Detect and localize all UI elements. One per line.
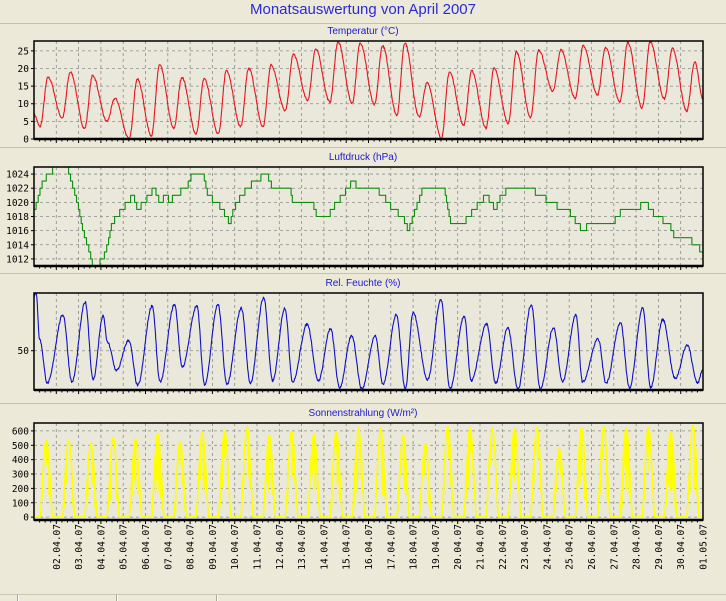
x-tick-label: 17.04.07 (386, 524, 397, 570)
x-tick-label: 15.04.07 (342, 524, 353, 570)
temperature-y-tick-label: 25 (18, 46, 29, 57)
x-tick-label: 04.04.07 (96, 524, 107, 570)
status-separator (116, 595, 118, 601)
humidity-panel-title: Rel. Feuchte (%) (325, 278, 400, 289)
x-tick-label: 06.04.07 (141, 524, 152, 570)
pressure-y-tick-label: 1022 (6, 184, 29, 195)
x-tick-label: 18.04.07 (409, 524, 420, 570)
x-tick-label: 02.04.07 (52, 524, 63, 570)
x-tick-label: 21.04.07 (476, 524, 487, 570)
x-tick-label: 16.04.07 (364, 524, 375, 570)
x-tick-label: 10.04.07 (230, 524, 241, 570)
radiation-y-tick-label: 100 (12, 498, 29, 509)
radiation-y-tick-label: 200 (12, 484, 29, 495)
humidity-y-tick-label: 50 (18, 346, 30, 357)
pressure-series-line (33, 166, 704, 267)
humidity-panel: Rel. Feuchte (%) 50 (0, 273, 726, 394)
x-tick-label: 07.04.07 (163, 524, 174, 570)
temperature-panel-title: Temperatur (°C) (327, 26, 398, 37)
x-tick-label: 12.04.07 (275, 524, 286, 570)
temperature-y-tick-label: 10 (18, 99, 30, 110)
temperature-y-tick-label: 20 (18, 64, 30, 75)
x-tick-label: 01.05.07 (699, 524, 710, 570)
pressure-y-tick-label: 1018 (6, 212, 29, 223)
pressure-y-tick-label: 1020 (6, 198, 29, 209)
temperature-panel: Temperatur (°C) 0 5 10 15 20 25 (18, 26, 704, 146)
pressure-y-tick-label: 1016 (6, 226, 29, 237)
x-tick-label: 30.04.07 (676, 524, 687, 570)
temperature-y-tick-label: 15 (18, 82, 29, 93)
radiation-panel-title: Sonnenstrahlung (W/m²) (309, 408, 418, 419)
pressure-panel: Luftdruck (hPa) 1012 1014 1016 1018 1020 1022 1… (0, 147, 726, 270)
x-tick-label: 19.04.07 (431, 524, 442, 570)
radiation-y-tick-label: 500 (12, 441, 29, 452)
status-bar (0, 594, 726, 601)
humidity-series-line (33, 292, 704, 391)
x-tick-label: 08.04.07 (186, 524, 197, 570)
x-tick-label: 27.04.07 (609, 524, 620, 570)
pressure-y-tick-label: 1014 (6, 240, 29, 251)
radiation-y-tick-label: 600 (12, 426, 29, 437)
x-tick-label: 05.04.07 (119, 524, 130, 570)
x-tick-label: 13.04.07 (297, 524, 308, 570)
x-tick-label: 09.04.07 (208, 524, 219, 570)
radiation-y-tick-label: 400 (12, 455, 29, 466)
radiation-series-line (34, 424, 703, 518)
x-tick-label: 03.04.07 (74, 524, 85, 570)
pressure-panel-title: Luftdruck (hPa) (329, 152, 397, 163)
x-tick-label: 28.04.07 (632, 524, 643, 570)
x-tick-label: 26.04.07 (587, 524, 598, 570)
x-tick-label: 24.04.07 (542, 524, 553, 570)
status-separator (216, 595, 218, 601)
status-separator (17, 595, 19, 601)
temperature-y-tick-label: 0 (23, 135, 29, 146)
radiation-y-tick-label: 0 (23, 513, 29, 524)
x-tick-label: 23.04.07 (520, 524, 531, 570)
temperature-series-line (33, 40, 704, 140)
pressure-y-tick-label: 1012 (6, 254, 29, 265)
x-tick-label: 22.04.07 (498, 524, 509, 570)
radiation-panel: Sonnenstrahlung (W/m²) 0 100 200 300 400 500 60… (0, 403, 726, 570)
x-tick-label: 20.04.07 (453, 524, 464, 570)
x-tick-label: 14.04.07 (319, 524, 330, 570)
x-tick-label: 11.04.07 (253, 524, 264, 570)
chart-title: Monatsauswertung von April 2007 (250, 1, 476, 18)
temperature-y-tick-label: 5 (23, 117, 29, 128)
x-tick-label: 29.04.07 (654, 524, 665, 570)
radiation-y-tick-label: 300 (12, 470, 29, 481)
x-tick-label: 25.04.07 (565, 524, 576, 570)
pressure-y-tick-label: 1024 (6, 170, 29, 181)
